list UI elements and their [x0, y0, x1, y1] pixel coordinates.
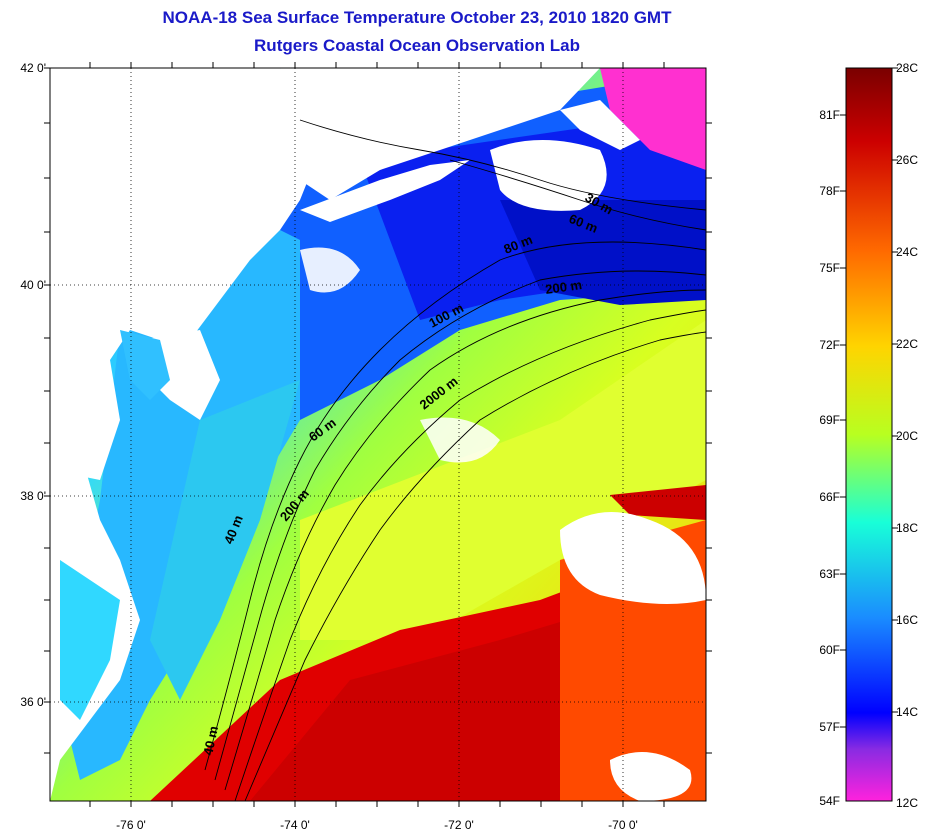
- colorbar-ticks: [840, 67, 898, 728]
- lat-label: 38 0': [20, 489, 46, 503]
- colorbar-f-label: 60F: [819, 643, 840, 657]
- graticule: [50, 68, 706, 801]
- colorbar-c-label: 16C: [896, 613, 919, 627]
- colorbar-f-label: 66F: [819, 490, 840, 504]
- colorbar: [845, 67, 893, 802]
- colorbar-c-label: 18C: [896, 521, 919, 535]
- colorbar-c-label: 24C: [896, 245, 919, 259]
- colorbar-f-label: 72F: [819, 338, 840, 352]
- colorbar-f-label: 75F: [819, 261, 840, 275]
- lon-label: -74 0': [280, 818, 310, 832]
- colorbar-f-label: 81F: [819, 108, 840, 122]
- colorbar-f-label: 63F: [819, 567, 840, 581]
- lat-label: 42 0': [20, 61, 46, 75]
- colorbar-c-label: 26C: [896, 153, 919, 167]
- map-title: NOAA-18 Sea Surface Temperature October …: [162, 8, 672, 27]
- contour-label: 40 m: [200, 725, 221, 757]
- lat-label: 36 0': [20, 695, 46, 709]
- lat-label: 40 0': [20, 278, 46, 292]
- sst-field: [50, 68, 706, 801]
- depth-contours: [204, 119, 706, 801]
- map-frame: [49, 67, 707, 802]
- contour-label: 200 m: [544, 277, 583, 297]
- map-subtitle: Rutgers Coastal Ocean Observation Lab: [254, 36, 580, 55]
- colorbar-f-label: 78F: [819, 184, 840, 198]
- colorbar-f-label: 69F: [819, 413, 840, 427]
- colorbar-f-label: 57F: [819, 720, 840, 734]
- lon-label: -70 0': [608, 818, 638, 832]
- lon-label: -72 0': [444, 818, 474, 832]
- colorbar-c-label: 12C: [896, 796, 919, 810]
- colorbar-c-label: 14C: [896, 705, 919, 719]
- colorbar-f-label: 54F: [819, 794, 840, 808]
- axis-ticks: [44, 62, 712, 807]
- colorbar-c-label: 20C: [896, 429, 919, 443]
- lon-label: -76 0': [116, 818, 146, 832]
- colorbar-c-label: 22C: [896, 337, 919, 351]
- colorbar-c-label: 28C: [896, 61, 919, 75]
